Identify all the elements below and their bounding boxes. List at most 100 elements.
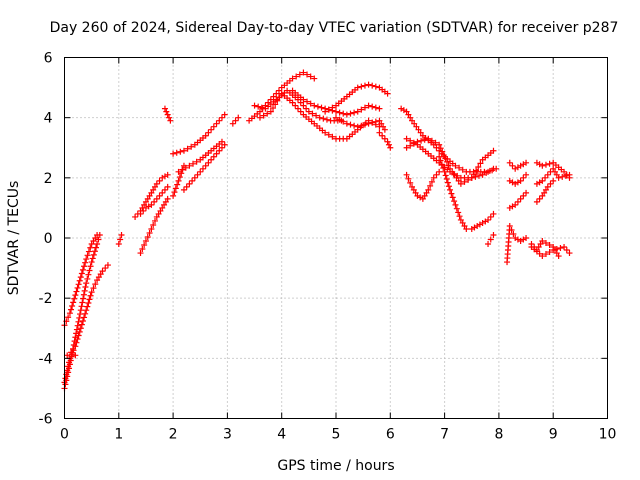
series-track-36 [528,238,562,260]
data-point [115,241,122,248]
data-point [403,144,410,151]
data-point [307,73,314,80]
data-point [89,255,96,262]
data-point [369,82,376,89]
data-point [403,171,410,178]
data-point [221,141,228,148]
data-point [141,242,148,249]
data-point [409,183,416,190]
data-point [84,275,91,282]
data-point [425,186,432,193]
data-point [379,132,386,139]
data-point [296,71,303,78]
data-point [309,110,316,117]
data-point [159,204,166,211]
y-axis-label: SDTVAR / TECUs [6,181,22,296]
x-tick-label: 9 [549,427,558,443]
data-point [461,222,468,229]
data-point [384,138,391,145]
data-point [523,171,530,178]
data-point [447,186,454,193]
data-point [447,165,454,172]
data-point [148,201,155,208]
data-point [85,248,92,255]
data-point [202,132,209,139]
data-point [232,117,239,124]
data-point [410,186,417,193]
x-tick-label: 10 [599,427,617,443]
data-point [369,103,376,110]
data-point [448,190,455,197]
data-point [193,158,200,165]
data-point [65,363,72,370]
data-point [164,111,171,118]
data-point [485,216,492,223]
data-point [410,140,417,147]
data-point [78,321,85,328]
data-point [475,164,482,171]
data-point [539,177,546,184]
series-track-31 [504,222,530,266]
series-track-5 [115,231,125,248]
data-point [270,93,277,100]
data-point [141,201,148,208]
data-point [465,176,472,183]
data-point [137,250,144,257]
data-point [539,238,546,245]
data-point [562,172,569,179]
data-point [189,177,196,184]
data-point [172,185,179,192]
data-point [358,122,365,129]
y-tick-label: -6 [39,412,53,428]
data-point [99,268,106,275]
data-point [79,266,86,273]
data-point [161,105,168,112]
data-point [84,252,91,259]
data-point [432,139,439,146]
data-point [441,168,448,175]
data-point [260,112,267,119]
data-point [369,119,376,126]
data-point [539,192,546,199]
data-point [485,241,492,248]
data-point [178,170,185,177]
x-tick-label: 0 [60,427,69,443]
data-point [137,210,144,217]
data-point [559,173,566,180]
data-point [303,105,310,112]
data-point [216,117,223,124]
data-point [329,104,336,111]
series-track-2 [61,231,101,329]
chart-title: Day 260 of 2024, Sidereal Day-to-day VTE… [50,20,619,36]
data-point [418,137,425,144]
data-point [170,150,177,157]
plot-frame [64,57,608,419]
series-track-20 [333,114,388,133]
data-point [407,142,414,149]
data-point [455,177,462,184]
data-point [85,271,92,278]
data-point [92,244,99,251]
series-track-13 [170,162,187,199]
data-point [376,105,383,112]
data-point [445,183,452,190]
data-point [213,120,220,127]
data-point [336,109,343,116]
data-point [289,99,296,106]
data-point [274,97,281,104]
data-point [297,99,304,106]
data-point [550,177,557,184]
data-point [86,296,93,303]
data-point [343,120,350,127]
data-point [376,117,383,124]
data-point [152,217,158,224]
y-tick-label: -2 [39,291,53,307]
data-point [75,281,82,288]
data-point [428,137,435,144]
data-point [202,162,209,169]
data-point [486,167,493,174]
series-track-3 [61,262,111,386]
data-point [537,241,544,248]
data-point [539,253,546,260]
